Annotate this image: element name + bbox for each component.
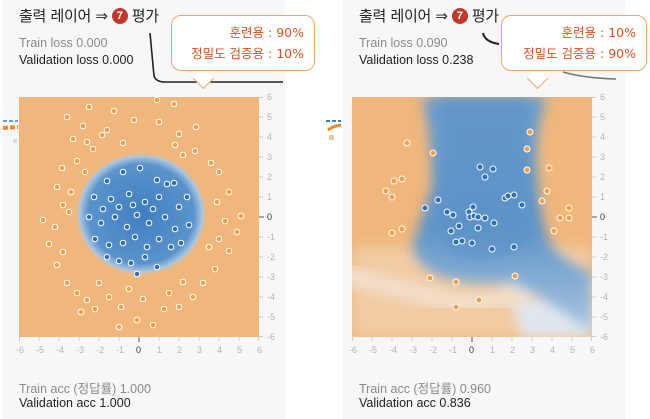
title-suffix: 평가 — [131, 7, 159, 25]
validation-loss: Validation loss 0.000 — [19, 53, 134, 67]
validation-split-label: 정밀도 검증용 : 90% — [523, 46, 636, 61]
train-split-label: 훈련용 : 90% — [229, 25, 304, 40]
title-text: 출력 레이어 ⇒ — [19, 7, 108, 25]
output-panel-right: 출력 레이어 ⇒ 7 평가 Train loss 0.090 Validatio… — [326, 0, 625, 419]
title-text: 출력 레이어 ⇒ — [359, 7, 448, 25]
decision-boundary-plot — [352, 97, 592, 337]
decision-boundary-plot — [19, 97, 259, 337]
y-axis: 6 5 4 3 2 1 0 -1 -2 -3 -4 -5 -6 — [259, 92, 276, 342]
loss-chart — [149, 32, 283, 83]
train-accuracy: Train acc (정답률) 0.960 — [359, 382, 491, 396]
loss-chart — [482, 32, 617, 80]
train-loss: Train loss 0.090 — [359, 36, 448, 50]
validation-loss: Validation loss 0.238 — [359, 53, 474, 67]
panel-title: 출력 레이어 ⇒ 7 평가 — [359, 5, 499, 26]
train-split-label: 훈련용 : 10% — [561, 25, 636, 40]
step-badge: 7 — [451, 7, 468, 24]
data-split-callout: 훈련용 : 90% 정밀도 검증용 : 10% — [171, 15, 315, 71]
validation-accuracy: Validation acc 1.000 — [19, 396, 131, 410]
title-suffix: 평가 — [471, 7, 499, 25]
data-split-callout: 훈련용 : 10% 정밀도 검증용 : 90% — [501, 15, 647, 71]
layer-link-fragment — [2, 120, 19, 143]
x-axis: -6 -5 -4 -3 -2 -1 0 1 2 3 4 5 6 — [16, 337, 263, 355]
validation-split-label: 정밀도 검증용 : 10% — [191, 46, 304, 61]
panel-title: 출력 레이어 ⇒ 7 평가 — [19, 5, 159, 26]
layer-link-fragment — [326, 120, 342, 140]
step-badge: 7 — [111, 7, 128, 24]
train-accuracy: Train acc (정답률) 1.000 — [19, 382, 151, 396]
x-axis: -6 -5 -4 -3 -2 -1 0 1 2 3 4 5 6 — [349, 337, 596, 355]
y-axis: 6 5 4 3 2 1 0 -1 -2 -3 -4 -5 -6 — [592, 92, 609, 342]
validation-accuracy: Validation acc 0.836 — [359, 396, 471, 410]
train-loss: Train loss 0.000 — [19, 36, 108, 50]
